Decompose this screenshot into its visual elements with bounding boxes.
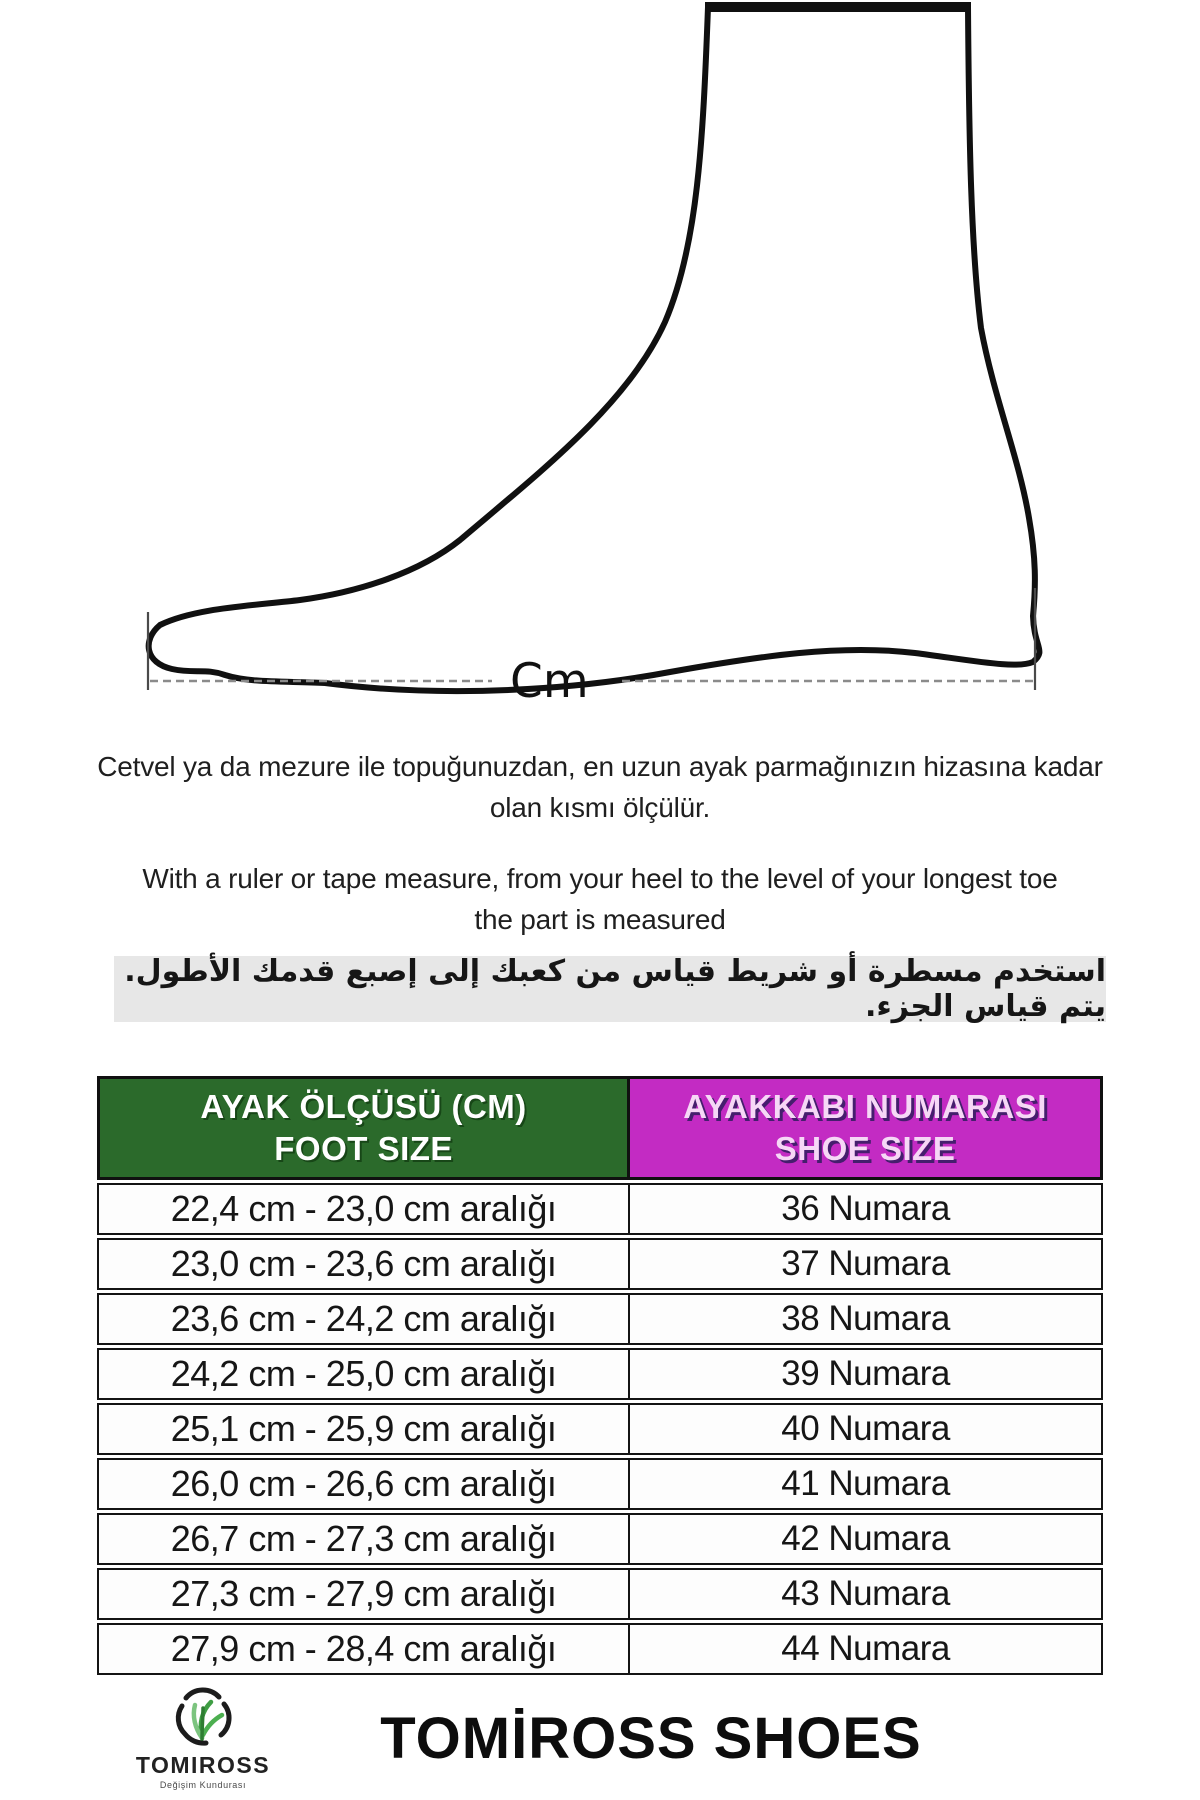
shoe-size-cell: 39 Numara xyxy=(630,1348,1103,1400)
foot-size-cell: 22,4 cm - 23,0 cm aralığı xyxy=(97,1183,631,1235)
size-table-row: 27,9 cm - 28,4 cm aralığı 44 Numara xyxy=(97,1623,1103,1675)
size-table-row: 22,4 cm - 23,0 cm aralığı 36 Numara xyxy=(97,1183,1103,1235)
size-table-row: 23,6 cm - 24,2 cm aralığı 38 Numara xyxy=(97,1293,1103,1345)
shoe-size-cell: 43 Numara xyxy=(630,1568,1103,1620)
foot-size-cell: 23,0 cm - 23,6 cm aralığı xyxy=(97,1238,631,1290)
logo-tagline: Değişim Kundurası xyxy=(159,1780,247,1790)
instruction-turkish-line1: Cetvel ya da mezure ile topuğunuzdan, en… xyxy=(97,751,1103,782)
shoe-size-header-line1: AYAKKABI NUMARASI xyxy=(683,1088,1047,1125)
size-table-row: 26,0 cm - 26,6 cm aralığı 41 Numara xyxy=(97,1458,1103,1510)
instruction-turkish-line2: olan kısmı ölçülür. xyxy=(489,792,711,823)
brand-logo: TOMIROSS Değişim Kundurası xyxy=(97,1686,309,1790)
shoe-size-cell: 38 Numara xyxy=(630,1293,1103,1345)
foot-size-header-line1: AYAK ÖLÇÜSÜ (CM) xyxy=(200,1088,527,1125)
shoe-size-cell: 44 Numara xyxy=(630,1623,1103,1675)
size-table-header-row: AYAK ÖLÇÜSÜ (CM) FOOT SIZE AYAKKABI NUMA… xyxy=(97,1076,1103,1180)
instruction-english: With a ruler or tape measure, from your … xyxy=(0,858,1200,940)
instruction-arabic-strip: استخدم مسطرة أو شريط قياس من كعبك إلى إص… xyxy=(114,954,1106,1024)
shoe-size-cell: 40 Numara xyxy=(630,1403,1103,1455)
foot-size-cell: 24,2 cm - 25,0 cm aralığı xyxy=(97,1348,631,1400)
sprout-icon xyxy=(175,1687,232,1746)
shoe-size-cell: 36 Numara xyxy=(630,1183,1103,1235)
logo-wordmark: TOMIROSS xyxy=(135,1752,271,1778)
size-table-row: 23,0 cm - 23,6 cm aralığı 37 Numara xyxy=(97,1238,1103,1290)
size-table-body: 22,4 cm - 23,0 cm aralığı 36 Numara 23,0… xyxy=(97,1183,1103,1675)
shoe-size-cell: 42 Numara xyxy=(630,1513,1103,1565)
foot-size-cell: 26,7 cm - 27,3 cm aralığı xyxy=(97,1513,631,1565)
foot-size-cell: 27,3 cm - 27,9 cm aralığı xyxy=(97,1568,631,1620)
shoe-size-header: AYAKKABI NUMARASI SHOE SIZE xyxy=(630,1076,1103,1180)
size-table-row: 25,1 cm - 25,9 cm aralığı 40 Numara xyxy=(97,1403,1103,1455)
brand-title: TOMİROSS SHOES xyxy=(380,1705,922,1771)
size-table-row: 26,7 cm - 27,3 cm aralığı 42 Numara xyxy=(97,1513,1103,1565)
foot-size-cell: 23,6 cm - 24,2 cm aralığı xyxy=(97,1293,631,1345)
shoe-size-cell: 37 Numara xyxy=(630,1238,1103,1290)
size-table-row: 27,3 cm - 27,9 cm aralığı 43 Numara xyxy=(97,1568,1103,1620)
instruction-arabic: استخدم مسطرة أو شريط قياس من كعبك إلى إص… xyxy=(124,954,1106,1024)
cm-label: Cm xyxy=(510,654,589,709)
shoe-size-cell: 41 Numara xyxy=(630,1458,1103,1510)
foot-size-cell: 25,1 cm - 25,9 cm aralığı xyxy=(97,1403,631,1455)
foot-size-cell: 26,0 cm - 26,6 cm aralığı xyxy=(97,1458,631,1510)
instruction-english-line2: the part is measured xyxy=(474,904,726,935)
instruction-turkish: Cetvel ya da mezure ile topuğunuzdan, en… xyxy=(0,746,1200,828)
foot-measurement-diagram: Cm xyxy=(145,2,1043,709)
shoe-size-header-line2: SHOE SIZE xyxy=(774,1130,956,1167)
foot-size-header: AYAK ÖLÇÜSÜ (CM) FOOT SIZE xyxy=(97,1076,631,1180)
instruction-english-line1: With a ruler or tape measure, from your … xyxy=(142,863,1058,894)
size-table: AYAK ÖLÇÜSÜ (CM) FOOT SIZE AYAKKABI NUMA… xyxy=(97,1076,1103,1678)
foot-size-cell: 27,9 cm - 28,4 cm aralığı xyxy=(97,1623,631,1675)
foot-outline-path xyxy=(145,4,1043,695)
foot-size-header-line2: FOOT SIZE xyxy=(274,1130,453,1167)
footer: TOMIROSS Değişim Kundurası TOMİROSS SHOE… xyxy=(97,1686,1103,1790)
size-table-row: 24,2 cm - 25,0 cm aralığı 39 Numara xyxy=(97,1348,1103,1400)
